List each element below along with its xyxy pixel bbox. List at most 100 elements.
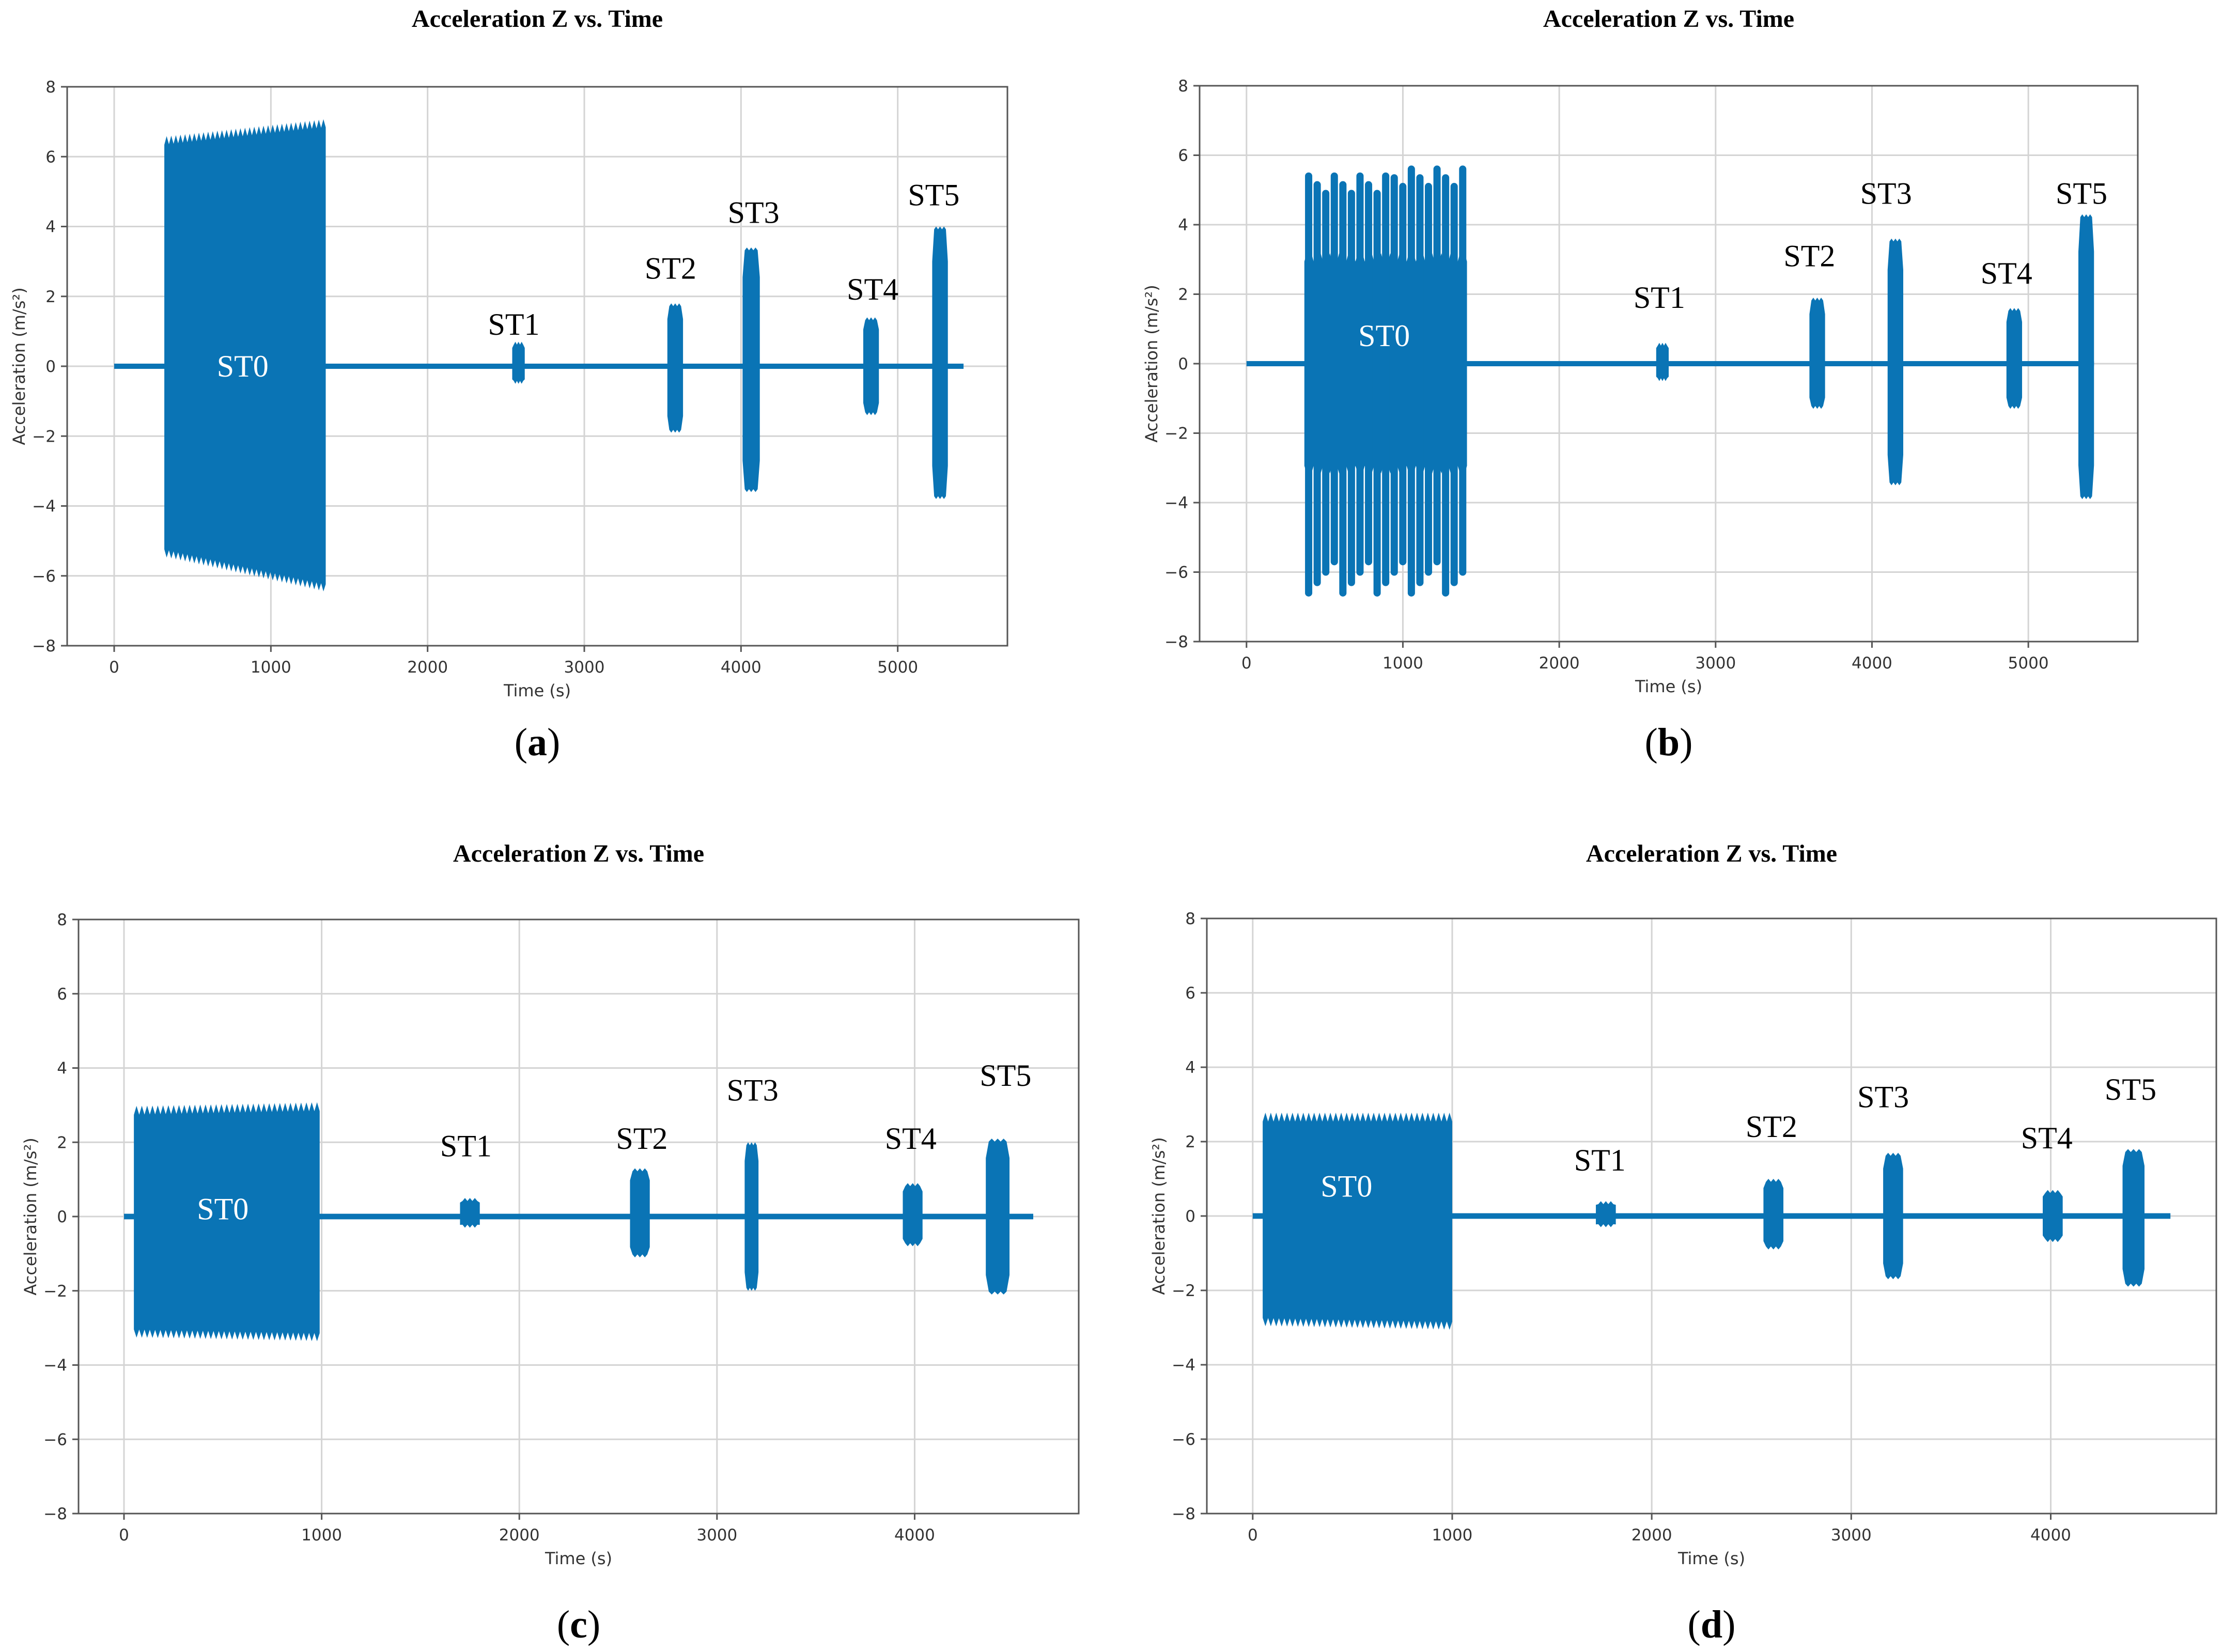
signal-segment-ST1 (460, 1198, 480, 1228)
panel-c: 0 1000 2000 3000 4000 −8 −6 −4 −2 0 2 4 6 8 Time (s) Ac… (21, 840, 1080, 1646)
x-tick-label: 1000 (1432, 1526, 1473, 1545)
signal-segment-ST2 (630, 1168, 650, 1258)
y-tick-label: 4 (1178, 216, 1188, 235)
annotation-ST2: ST2 (645, 252, 696, 286)
x-axis-label: Time (s) (1677, 1549, 1745, 1568)
signal-segment-ST4 (2043, 1190, 2063, 1242)
x-tick-label: 4000 (894, 1526, 935, 1545)
annotation-ST3: ST3 (728, 195, 780, 229)
signal-segment-ST1 (1656, 342, 1669, 381)
x-tick-label: 1000 (1382, 654, 1423, 673)
panel-d: 0 1000 2000 3000 4000 −8 −6 −4 −2 0 2 4 6 8 Time (s) Ac… (1149, 840, 2217, 1646)
x-tick-label: 3000 (696, 1526, 737, 1545)
y-tick-label: 0 (57, 1208, 67, 1226)
signal-segment-ST3 (744, 1142, 759, 1291)
y-axis-label: Acceleration (m/s²) (21, 1137, 40, 1295)
x-tick-label: 5000 (877, 658, 918, 677)
signal-segment-ST0 (164, 119, 326, 591)
y-tick-label: −2 (43, 1282, 67, 1301)
annotation-ST3: ST3 (727, 1073, 779, 1108)
y-tick-label: −4 (32, 497, 56, 516)
y-tick-label: 4 (45, 218, 56, 237)
y-axis-label: Acceleration (m/s²) (1149, 1137, 1169, 1295)
x-axis-label: Time (s) (503, 681, 571, 700)
chart-title: Acceleration Z vs. Time (453, 840, 704, 867)
x-axis-label: Time (s) (1635, 677, 1702, 696)
annotation-ST5: ST5 (2105, 1072, 2156, 1106)
x-tick-label: 0 (1241, 654, 1252, 673)
annotation-ST1: ST1 (488, 307, 539, 341)
y-tick-label: 6 (1185, 984, 1195, 1003)
annotation-ST0: ST0 (1358, 319, 1410, 353)
y-tick-label: 2 (57, 1133, 67, 1152)
signal-segment-ST3 (742, 247, 760, 492)
signal-segment-ST3 (1887, 238, 1903, 486)
y-axis-label: Acceleration (m/s²) (1142, 285, 1161, 442)
y-tick-label: −8 (1164, 633, 1188, 651)
y-tick-label: −8 (43, 1505, 67, 1523)
x-tick-label: 0 (119, 1526, 129, 1545)
x-tick-label: 4000 (721, 658, 762, 677)
x-tick-label: 1000 (251, 658, 291, 677)
signal-segment-ST5 (2078, 214, 2094, 500)
x-tick-label: 0 (1248, 1526, 1258, 1545)
y-tick-label: 0 (1185, 1207, 1195, 1226)
subfigure-label: (c) (557, 1603, 600, 1646)
subfigure-label: (b) (1645, 721, 1693, 764)
annotation-ST2: ST2 (1783, 239, 1835, 273)
y-axis-label: Acceleration (m/s²) (9, 287, 29, 445)
signal-baseline (1252, 1213, 2171, 1219)
y-tick-label: −4 (43, 1357, 67, 1375)
y-tick-label: 0 (45, 357, 56, 376)
annotation-ST3: ST3 (1860, 176, 1912, 210)
y-tick-label: 2 (1178, 286, 1188, 304)
signal-segment-ST0 (1263, 1112, 1452, 1330)
x-tick-label: 2000 (1539, 654, 1580, 673)
y-tick-label: 8 (1185, 910, 1195, 928)
annotation-ST0: ST0 (217, 349, 269, 383)
annotation-ST4: ST4 (2021, 1121, 2073, 1155)
y-tick-label: −2 (32, 427, 56, 446)
y-tick-label: −8 (1172, 1505, 1195, 1523)
x-tick-label: 1000 (301, 1526, 342, 1545)
signal-segment-ST4 (863, 317, 879, 415)
y-tick-label: 8 (45, 78, 56, 97)
x-tick-label: 2000 (407, 658, 448, 677)
x-tick-label: 3000 (564, 658, 605, 677)
signal-segment-ST2 (1809, 298, 1825, 409)
y-tick-label: −6 (1164, 564, 1188, 582)
x-axis-label: Time (s) (545, 1549, 612, 1568)
y-tick-label: 4 (57, 1059, 67, 1078)
y-tick-label: 6 (45, 148, 56, 166)
x-tick-label: 4000 (2030, 1526, 2071, 1545)
annotation-ST4: ST4 (885, 1121, 937, 1156)
signal-segment-ST3 (1883, 1152, 1903, 1280)
signal-segment-ST1 (1596, 1201, 1616, 1227)
y-tick-label: −6 (1172, 1430, 1195, 1449)
y-tick-label: −6 (32, 567, 56, 586)
annotation-ST2: ST2 (1746, 1110, 1797, 1144)
annotation-ST1: ST1 (1574, 1143, 1626, 1177)
signal-segment-ST5 (2122, 1149, 2145, 1287)
annotation-ST0: ST0 (197, 1192, 248, 1226)
signal-segment-ST4 (2006, 308, 2023, 409)
signal-baseline (114, 363, 964, 369)
x-tick-label: 4000 (1852, 654, 1892, 673)
signal-baseline (1246, 361, 2094, 367)
annotation-ST4: ST4 (1981, 256, 2032, 290)
y-tick-label: −6 (43, 1430, 67, 1449)
y-tick-label: 2 (45, 288, 56, 306)
annotation-ST1: ST1 (440, 1129, 492, 1163)
chart-title: Acceleration Z vs. Time (412, 5, 663, 33)
signal-segment-ST0 (134, 1102, 320, 1342)
annotation-ST5: ST5 (980, 1058, 1031, 1093)
y-tick-label: 6 (57, 985, 67, 1004)
y-tick-label: 8 (57, 911, 67, 929)
annotation-ST5: ST5 (2056, 176, 2107, 210)
y-tick-label: −8 (32, 637, 56, 656)
y-tick-label: 8 (1178, 77, 1188, 96)
y-tick-label: −4 (1164, 494, 1188, 512)
signal-baseline (124, 1213, 1033, 1220)
y-tick-label: 2 (1185, 1133, 1195, 1151)
